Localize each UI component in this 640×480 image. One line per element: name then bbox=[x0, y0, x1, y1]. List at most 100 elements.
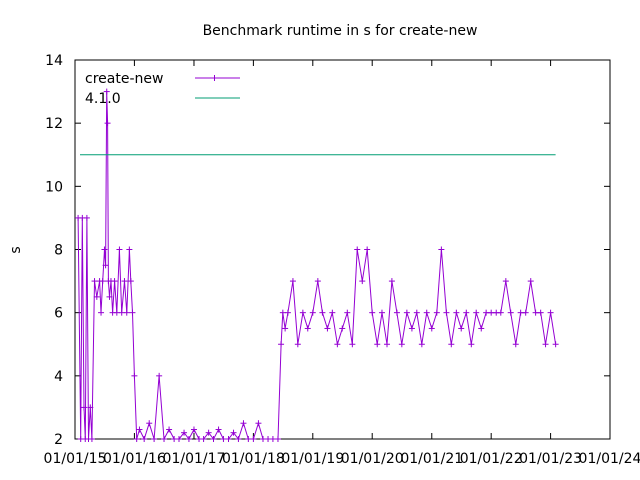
data-point bbox=[349, 341, 356, 348]
data-point bbox=[537, 309, 544, 316]
data-point bbox=[552, 341, 559, 348]
x-tick-label: 01/01/21 bbox=[400, 451, 463, 467]
data-point bbox=[80, 404, 87, 411]
data-point bbox=[136, 426, 143, 433]
data-point bbox=[240, 420, 247, 427]
data-point bbox=[294, 341, 301, 348]
data-point bbox=[309, 309, 316, 316]
y-tick-label: 6 bbox=[54, 306, 63, 322]
series-layer bbox=[75, 88, 559, 442]
data-point bbox=[230, 429, 237, 436]
data-point bbox=[329, 309, 336, 316]
data-point bbox=[542, 341, 549, 348]
x-tick-label: 01/01/19 bbox=[281, 451, 344, 467]
data-point bbox=[448, 341, 455, 348]
data-point bbox=[359, 278, 366, 285]
data-point bbox=[314, 278, 321, 285]
data-point bbox=[517, 309, 524, 316]
y-tick-label: 14 bbox=[45, 53, 63, 69]
data-point bbox=[133, 436, 140, 442]
data-point bbox=[374, 341, 381, 348]
data-point bbox=[532, 309, 539, 316]
data-point bbox=[255, 420, 262, 427]
data-point bbox=[282, 325, 289, 332]
y-tick-label: 4 bbox=[54, 369, 63, 385]
data-point bbox=[83, 214, 90, 221]
legend: create-new 4.1.0 bbox=[85, 71, 240, 107]
data-point bbox=[453, 309, 460, 316]
data-point bbox=[250, 436, 257, 442]
series-line-0 bbox=[77, 91, 557, 441]
data-point bbox=[488, 309, 495, 316]
x-tick-label: 01/01/20 bbox=[341, 451, 404, 467]
data-point bbox=[388, 278, 395, 285]
data-point bbox=[126, 246, 133, 253]
data-point bbox=[354, 246, 361, 253]
y-tick-label: 2 bbox=[54, 432, 63, 448]
data-point bbox=[443, 309, 450, 316]
data-point bbox=[369, 309, 376, 316]
y-tick-label: 12 bbox=[45, 116, 63, 132]
data-point bbox=[423, 309, 430, 316]
data-point bbox=[166, 426, 173, 433]
data-point bbox=[403, 309, 410, 316]
data-point bbox=[334, 341, 341, 348]
data-point bbox=[87, 404, 94, 411]
data-point bbox=[103, 88, 110, 95]
data-point bbox=[278, 341, 285, 348]
data-point bbox=[111, 278, 118, 285]
x-tick-label: 01/01/22 bbox=[460, 451, 523, 467]
data-point bbox=[99, 278, 106, 285]
data-point bbox=[127, 278, 134, 285]
data-point bbox=[473, 309, 480, 316]
data-point bbox=[507, 309, 514, 316]
data-point bbox=[384, 341, 391, 348]
data-point bbox=[547, 309, 554, 316]
data-point bbox=[98, 309, 105, 316]
data-point bbox=[235, 436, 242, 442]
data-point bbox=[121, 278, 128, 285]
data-point bbox=[88, 436, 95, 442]
data-point bbox=[118, 309, 125, 316]
x-axis-ticks: 01/01/1501/01/1601/01/1701/01/1801/01/19… bbox=[44, 60, 640, 467]
y-axis-label: s bbox=[8, 246, 24, 253]
data-point bbox=[146, 420, 153, 427]
x-tick-label: 01/01/18 bbox=[222, 451, 285, 467]
data-point bbox=[433, 309, 440, 316]
data-point bbox=[468, 341, 475, 348]
data-point bbox=[225, 436, 232, 442]
data-point bbox=[284, 309, 291, 316]
data-point bbox=[161, 436, 168, 442]
data-point bbox=[151, 436, 158, 442]
data-point bbox=[408, 325, 415, 332]
y-tick-label: 10 bbox=[45, 179, 63, 195]
data-point bbox=[176, 436, 183, 442]
data-point bbox=[378, 309, 385, 316]
data-point bbox=[205, 429, 212, 436]
data-point bbox=[339, 325, 346, 332]
x-tick-label: 01/01/15 bbox=[44, 451, 107, 467]
legend-label: 4.1.0 bbox=[85, 91, 121, 107]
data-point bbox=[497, 309, 504, 316]
data-point bbox=[398, 341, 405, 348]
data-point bbox=[527, 278, 534, 285]
y-tick-label: 8 bbox=[54, 243, 63, 259]
data-point bbox=[483, 309, 490, 316]
data-point bbox=[458, 325, 465, 332]
data-point bbox=[245, 436, 252, 442]
data-point bbox=[413, 309, 420, 316]
data-point bbox=[200, 436, 207, 442]
data-point bbox=[101, 246, 108, 253]
data-point bbox=[156, 372, 163, 379]
data-point bbox=[299, 309, 306, 316]
data-point bbox=[220, 436, 227, 442]
data-point bbox=[116, 246, 123, 253]
data-point bbox=[319, 309, 326, 316]
y-axis-ticks: 2 4 6 8 10 12 14 bbox=[45, 53, 610, 448]
data-point bbox=[344, 309, 351, 316]
data-point bbox=[512, 341, 519, 348]
data-point bbox=[463, 309, 470, 316]
data-point bbox=[502, 278, 509, 285]
data-point bbox=[279, 309, 286, 316]
data-point bbox=[129, 309, 136, 316]
